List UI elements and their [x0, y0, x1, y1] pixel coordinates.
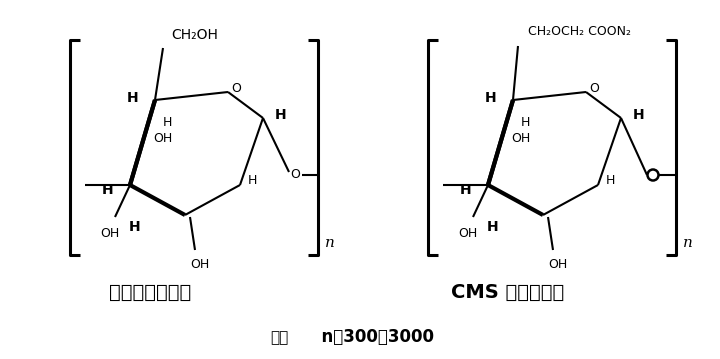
Text: H: H	[129, 220, 141, 234]
Text: CH₂OCH₂ COON₂: CH₂OCH₂ COON₂	[528, 25, 631, 38]
Text: OH: OH	[100, 227, 120, 240]
Text: n＝300～3000: n＝300～3000	[310, 328, 434, 346]
Text: H: H	[521, 116, 530, 129]
Text: OH: OH	[511, 131, 531, 145]
Text: H: H	[633, 108, 645, 122]
Text: H: H	[485, 91, 497, 105]
Text: O: O	[589, 81, 599, 94]
Text: 淀粉的分子结构: 淀粉的分子结构	[109, 283, 191, 302]
Text: CMS 的分子结构: CMS 的分子结构	[451, 283, 564, 302]
Text: CH₂OH: CH₂OH	[171, 28, 218, 42]
Text: H: H	[606, 173, 615, 186]
Text: OH: OH	[190, 258, 210, 271]
Text: H: H	[162, 116, 171, 129]
Text: 注：: 注：	[270, 331, 288, 345]
Circle shape	[647, 169, 659, 181]
Text: OH: OH	[549, 258, 567, 271]
Text: H: H	[127, 91, 139, 105]
Text: O: O	[231, 81, 241, 94]
Text: n: n	[683, 236, 693, 250]
Text: n: n	[325, 236, 335, 250]
Text: H: H	[102, 183, 114, 197]
Text: H: H	[275, 108, 287, 122]
Text: OH: OH	[153, 131, 173, 145]
Text: OH: OH	[459, 227, 477, 240]
Text: H: H	[487, 220, 499, 234]
Text: O: O	[290, 168, 300, 182]
Text: H: H	[460, 183, 472, 197]
Text: H: H	[247, 173, 257, 186]
